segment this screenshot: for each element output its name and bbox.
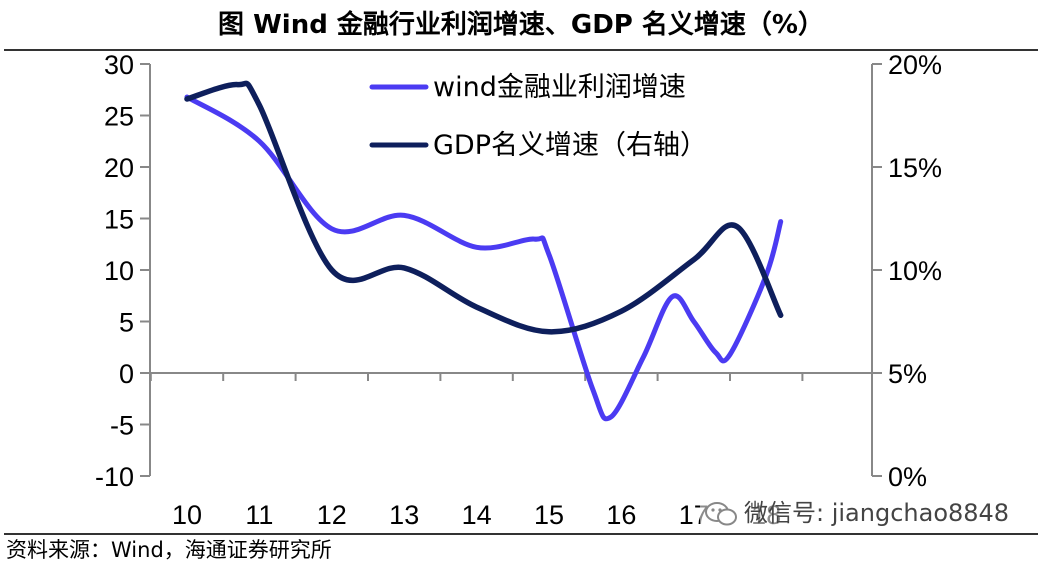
- left-tick-label: 20: [104, 153, 134, 183]
- left-tick-label: 10: [104, 256, 134, 286]
- x-tick-label: 12: [317, 500, 347, 530]
- series-line-wind: [184, 94, 784, 422]
- axes-group: 30 25 20 15 10 5 0 -5 -10 20% 15% 10% 5% 0% 10 11 12 13 14…: [95, 50, 942, 530]
- left-tick-label: -5: [110, 411, 134, 441]
- title-divider: [4, 49, 1038, 51]
- watermark-text: 微信号: jiangchao8848: [744, 499, 1010, 527]
- left-tick-label: -10: [95, 462, 134, 492]
- right-tick-label: 0%: [888, 462, 927, 492]
- series-lines: [184, 80, 784, 422]
- left-tick-label: 25: [104, 102, 134, 132]
- chart-canvas: 30 25 20 15 10 5 0 -5 -10 20% 15% 10% 5% 0% 10 11 12 13 14…: [95, 50, 942, 530]
- legend: wind金融业利润增速 GDP名义增速（右轴）: [369, 72, 707, 161]
- wechat-icon: [705, 502, 737, 526]
- x-tick-label: 15: [534, 500, 564, 530]
- wechat-watermark: 微信号: jiangchao8848: [700, 497, 1014, 529]
- series-line-gdp: [184, 80, 784, 335]
- right-tick-label: 15%: [888, 153, 942, 183]
- left-tick-label: 15: [104, 205, 134, 235]
- x-tick-label: 13: [389, 500, 419, 530]
- chart-title: 图 Wind 金融行业利润增速、GDP 名义增速（%）: [218, 10, 824, 40]
- right-tick-label: 20%: [888, 50, 942, 80]
- legend-label-wind: wind金融业利润增速: [433, 72, 686, 103]
- legend-label-gdp: GDP名义增速（右轴）: [433, 130, 707, 161]
- x-tick-label: 11: [245, 500, 273, 530]
- left-tick-label: 0: [119, 359, 134, 389]
- left-tick-label: 30: [104, 50, 134, 80]
- x-tick-label: 10: [172, 500, 202, 530]
- left-tick-label: 5: [119, 308, 134, 338]
- source-note: 资料来源：Wind，海通证券研究所: [6, 538, 332, 562]
- x-tick-label: 16: [606, 500, 636, 530]
- right-tick-label: 10%: [888, 256, 942, 286]
- x-tick-label: 14: [462, 500, 492, 530]
- footer-divider: [4, 533, 1038, 535]
- right-tick-label: 5%: [888, 359, 927, 389]
